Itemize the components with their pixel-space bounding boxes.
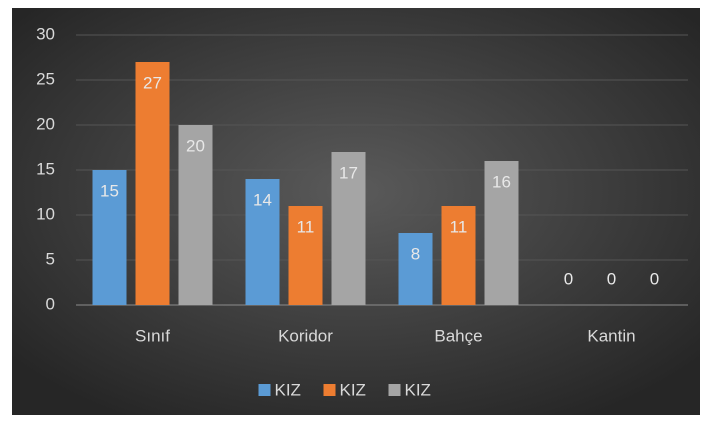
bar [92,170,127,305]
y-tick-label: 15 [36,159,55,178]
data-label: 27 [143,73,162,92]
bar [178,125,213,305]
x-tick-label: Sınıf [135,326,170,345]
data-label: 0 [650,269,659,288]
legend-label: KIZ [405,380,431,399]
bar [135,62,170,305]
x-tick-label: Koridor [278,326,333,345]
x-tick-label: Bahçe [434,326,482,345]
data-label: 15 [100,181,119,200]
y-tick-label: 5 [46,249,55,268]
data-label: 0 [564,269,573,288]
y-tick-label: 10 [36,204,55,223]
data-label: 14 [253,190,272,209]
y-tick-label: 0 [46,294,55,313]
data-label: 16 [492,172,511,191]
legend-swatch [258,384,271,396]
legend-swatch [388,384,401,396]
legend-label: KIZ [275,380,301,399]
legend-label: KIZ [340,380,366,399]
data-label: 20 [186,136,205,155]
data-label: 11 [297,217,315,236]
y-tick-label: 30 [36,24,55,43]
legend-swatch [323,384,336,396]
data-label: 0 [607,269,616,288]
bar [331,152,366,305]
data-label: 17 [339,163,358,182]
data-label: 8 [411,244,420,263]
bar [288,206,323,305]
bar [245,179,280,305]
bar [484,161,519,305]
bar [441,206,476,305]
bar [398,233,433,305]
y-tick-label: 25 [36,69,55,88]
data-label: 11 [450,217,468,236]
y-tick-label: 20 [36,114,55,133]
x-tick-label: Kantin [587,326,635,345]
